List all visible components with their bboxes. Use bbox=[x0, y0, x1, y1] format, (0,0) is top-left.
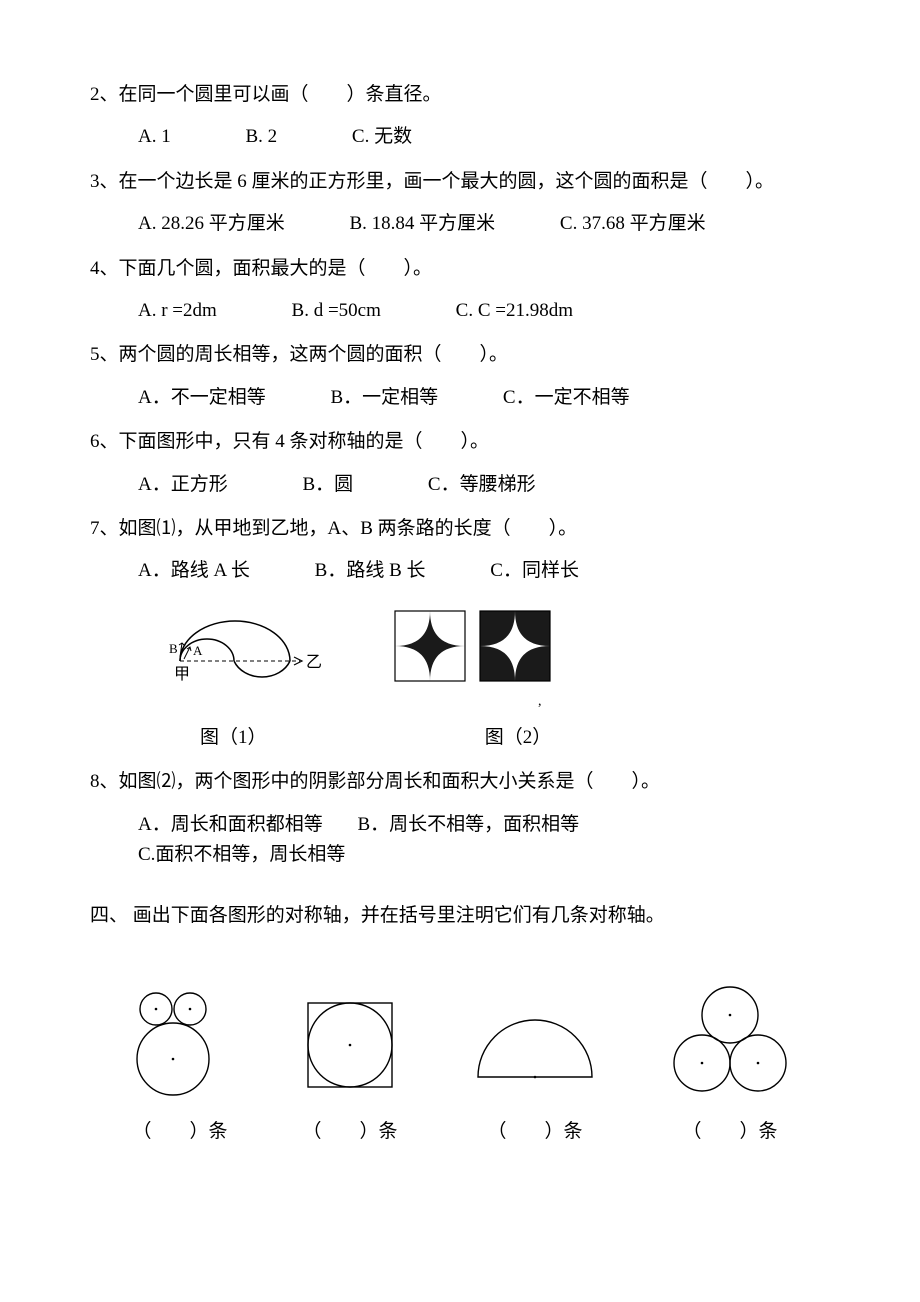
q5-opt-c: C．一定不相等 bbox=[503, 383, 630, 413]
q7-options: A．路线 A 长 B．路线 B 长 C．同样长 bbox=[90, 556, 820, 586]
worksheet-page: 2、在同一个圆里可以画（ ）条直径。 A. 1 B. 2 C. 无数 3、在一个… bbox=[0, 0, 920, 1302]
q7-stem: 7、如图⑴，从甲地到乙地，A、B 两条路的长度（ ）。 bbox=[90, 514, 820, 544]
q8-stem: 8、如图⑵，两个图形中的阴影部分周长和面积大小关系是（ ）。 bbox=[90, 767, 820, 797]
q8-opt-b: B．周长不相等，面积相等 bbox=[357, 810, 579, 840]
q3-opt-a: A. 28.26 平方厘米 bbox=[138, 209, 285, 239]
q4-opt-c: C. C =21.98dm bbox=[456, 296, 573, 326]
q8-opt-a: A．周长和面积都相等 bbox=[138, 810, 323, 840]
q4-opt-b: B. d =50cm bbox=[292, 296, 381, 326]
fig1-label-a: A bbox=[193, 643, 203, 658]
question-4: 4、下面几个圆，面积最大的是（ ）。 A. r =2dm B. d =50cm … bbox=[90, 254, 820, 327]
q6-opt-a: A．正方形 bbox=[138, 470, 228, 500]
q2-stem: 2、在同一个圆里可以画（ ）条直径。 bbox=[90, 80, 820, 110]
sym-blank-4: （ ）条 bbox=[660, 1117, 800, 1147]
fig2-caption: 图（2） bbox=[485, 727, 552, 748]
q6-options: A．正方形 B．圆 C．等腰梯形 bbox=[90, 470, 820, 500]
q2-opt-b: B. 2 bbox=[245, 122, 277, 152]
question-6: 6、下面图形中，只有 4 条对称轴的是（ ）。 A．正方形 B．圆 C．等腰梯形 bbox=[90, 427, 820, 500]
q3-options: A. 28.26 平方厘米 B. 18.84 平方厘米 C. 37.68 平方厘… bbox=[90, 209, 820, 239]
q8-options: A．周长和面积都相等 B．周长不相等，面积相等 C.面积不相等，周长相等 bbox=[90, 810, 820, 871]
fig1-caption: 图（1） bbox=[200, 723, 420, 753]
q2-opt-c: C. 无数 bbox=[352, 122, 412, 152]
q6-opt-c: C．等腰梯形 bbox=[428, 470, 536, 500]
sym-item-3: （ ）条 bbox=[460, 981, 610, 1147]
question-7: 7、如图⑴，从甲地到乙地，A、B 两条路的长度（ ）。 A．路线 A 长 B．路… bbox=[90, 514, 820, 754]
question-2: 2、在同一个圆里可以画（ ）条直径。 A. 1 B. 2 C. 无数 bbox=[90, 80, 820, 153]
sym-item-2: （ ）条 bbox=[290, 981, 410, 1147]
svg-text:,: , bbox=[538, 694, 542, 709]
question-3: 3、在一个边长是 6 厘米的正方形里，画一个最大的圆，这个圆的面积是（ ）。 A… bbox=[90, 167, 820, 240]
q4-opt-a: A. r =2dm bbox=[138, 296, 217, 326]
q5-stem: 5、两个圆的周长相等，这两个圆的面积（ ）。 bbox=[90, 340, 820, 370]
sym-item-4: （ ）条 bbox=[660, 981, 800, 1147]
q5-opt-a: A．不一定相等 bbox=[138, 383, 266, 413]
q4-options: A. r =2dm B. d =50cm C. C =21.98dm bbox=[90, 296, 820, 326]
question-5: 5、两个圆的周长相等，这两个圆的面积（ ）。 A．不一定相等 B．一定相等 C．… bbox=[90, 340, 820, 413]
sym-blank-2: （ ）条 bbox=[290, 1117, 410, 1147]
question-8: 8、如图⑵，两个图形中的阴影部分周长和面积大小关系是（ ）。 A．周长和面积都相… bbox=[90, 767, 820, 870]
q7-opt-c: C．同样长 bbox=[490, 556, 579, 586]
q3-opt-b: B. 18.84 平方厘米 bbox=[349, 209, 495, 239]
fig1-label-yi: 乙 bbox=[306, 654, 322, 671]
figure-captions: 图（1） 图（2） bbox=[90, 723, 820, 753]
q3-stem: 3、在一个边长是 6 厘米的正方形里，画一个最大的圆，这个圆的面积是（ ）。 bbox=[90, 167, 820, 197]
section-4-title: 四、 画出下面各图形的对称轴，并在括号里注明它们有几条对称轴。 bbox=[90, 901, 820, 931]
q6-stem: 6、下面图形中，只有 4 条对称轴的是（ ）。 bbox=[90, 427, 820, 457]
q2-opt-a: A. 1 bbox=[138, 122, 171, 152]
q7-figure-row: B A 甲 乙 , bbox=[90, 599, 820, 719]
figure-1-and-2: B A 甲 乙 , bbox=[150, 599, 570, 709]
fig1-label-b: B bbox=[169, 641, 178, 656]
q5-opt-b: B．一定相等 bbox=[330, 383, 438, 413]
q8-opt-c: C.面积不相等，周长相等 bbox=[138, 840, 345, 870]
fig1-label-jia: 甲 bbox=[174, 666, 190, 683]
sym-blank-1: （ ）条 bbox=[120, 1117, 240, 1147]
q5-options: A．不一定相等 B．一定相等 C．一定不相等 bbox=[90, 383, 820, 413]
q4-stem: 4、下面几个圆，面积最大的是（ ）。 bbox=[90, 254, 820, 284]
q7-opt-a: A．路线 A 长 bbox=[138, 556, 250, 586]
sym-fig-1 bbox=[120, 981, 240, 1101]
sym-fig-4 bbox=[660, 981, 800, 1101]
q3-opt-c: C. 37.68 平方厘米 bbox=[560, 209, 706, 239]
sym-item-1: （ ）条 bbox=[120, 981, 240, 1147]
sym-fig-2 bbox=[290, 981, 410, 1101]
sym-blank-3: （ ）条 bbox=[460, 1117, 610, 1147]
sym-fig-3 bbox=[460, 981, 610, 1101]
q6-opt-b: B．圆 bbox=[302, 470, 353, 500]
q7-opt-b: B．路线 B 长 bbox=[315, 556, 426, 586]
q2-options: A. 1 B. 2 C. 无数 bbox=[90, 122, 820, 152]
symmetry-row: （ ）条 （ ）条 （ ）条 bbox=[90, 981, 820, 1147]
